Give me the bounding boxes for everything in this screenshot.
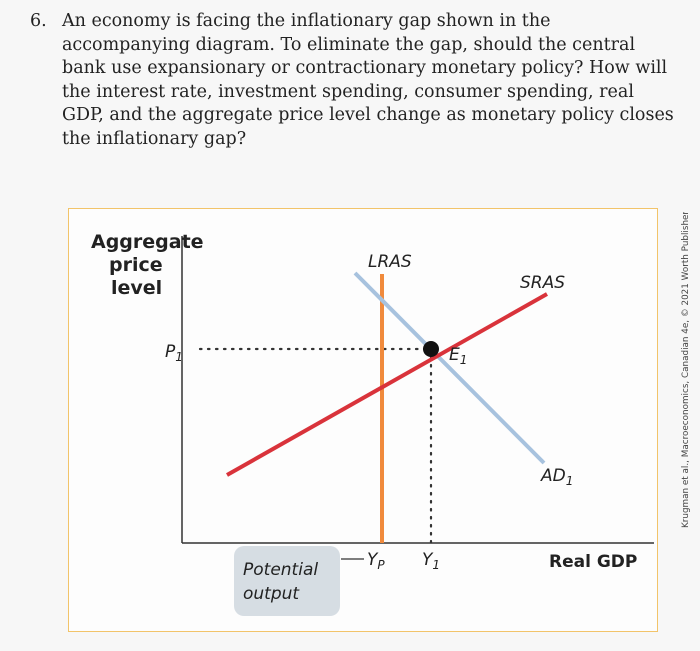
- as-ad-diagram: Aggregate price level P1 E1 LRAS SRAS AD…: [91, 231, 654, 616]
- credit-text: Krugman et al., Macroeconomics, Canadian…: [681, 212, 691, 528]
- y-axis-title-line-3: level: [111, 277, 162, 299]
- lras-label: LRAS: [368, 252, 412, 272]
- question: 6. An economy is facing the inflationary…: [30, 10, 680, 152]
- callout-line-1: Potential: [243, 560, 318, 580]
- y-axis-title-line-1: Aggregate: [91, 231, 204, 253]
- ad-curve: [353, 271, 546, 465]
- equilibrium-point: [423, 341, 439, 357]
- figure-frame: Aggregate price level P1 E1 LRAS SRAS AD…: [68, 208, 658, 632]
- question-text: An economy is facing the inflationary ga…: [62, 11, 674, 149]
- x-axis-title: Real GDP: [549, 552, 637, 572]
- actual-output-tick-label: Y1: [422, 550, 440, 572]
- potential-output-tick-label: YP: [367, 550, 385, 572]
- callout-line-2: output: [243, 584, 300, 604]
- question-number: 6.: [30, 11, 47, 31]
- publisher-credit: Krugman et al., Macroeconomics, Canadian…: [681, 212, 691, 528]
- price-level-label: P1: [165, 342, 183, 364]
- sras-curve: [226, 292, 548, 477]
- ad-label: AD1: [540, 466, 573, 488]
- y-axis-title-line-2: price: [109, 254, 163, 276]
- potential-output-callout: [234, 546, 340, 616]
- equilibrium-label: E1: [449, 345, 467, 367]
- sras-label: SRAS: [520, 273, 565, 293]
